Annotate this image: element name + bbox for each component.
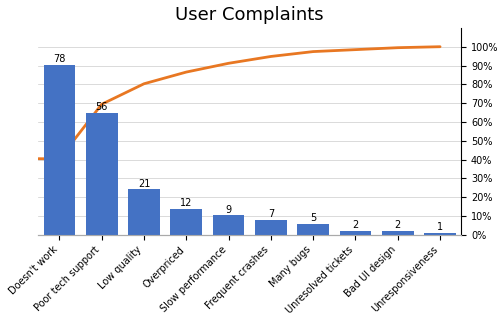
- Bar: [382, 230, 414, 235]
- Bar: [128, 189, 160, 235]
- Bar: [255, 220, 287, 235]
- Bar: [424, 233, 456, 235]
- Text: 12: 12: [180, 198, 193, 208]
- Text: 56: 56: [96, 102, 108, 112]
- Text: 2: 2: [352, 220, 359, 230]
- Bar: [340, 230, 371, 235]
- Text: 21: 21: [138, 178, 150, 188]
- Text: 5: 5: [310, 213, 317, 223]
- Bar: [43, 65, 75, 235]
- Bar: [297, 224, 329, 235]
- Text: 9: 9: [225, 205, 232, 215]
- Text: 1: 1: [437, 222, 443, 232]
- Bar: [213, 215, 244, 235]
- Bar: [86, 113, 117, 235]
- Text: 7: 7: [268, 209, 274, 219]
- Text: 78: 78: [53, 54, 66, 64]
- Bar: [170, 209, 202, 235]
- Title: User Complaints: User Complaints: [175, 5, 324, 23]
- Text: 2: 2: [395, 220, 401, 230]
